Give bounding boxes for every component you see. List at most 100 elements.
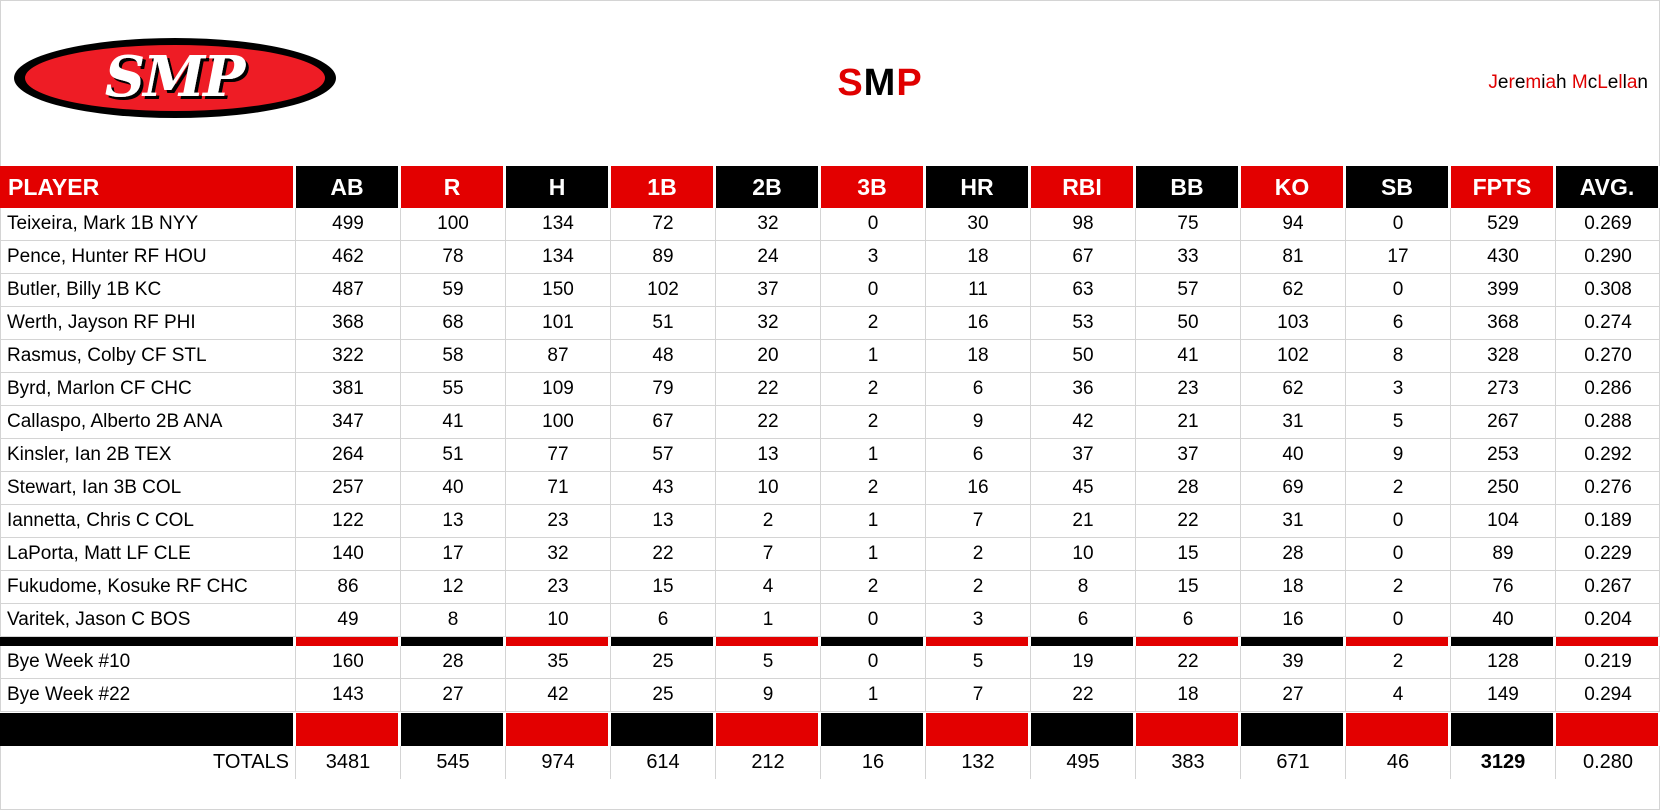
stat-3b: 2 bbox=[821, 373, 926, 406]
divider-segment bbox=[716, 637, 821, 646]
stat-ko: 62 bbox=[1241, 373, 1346, 406]
stat-r: 41 bbox=[401, 406, 506, 439]
stat-ab: 143 bbox=[296, 679, 401, 712]
player-name: Bye Week #10 bbox=[0, 646, 296, 679]
stat-fpts: 89 bbox=[1451, 538, 1556, 571]
stat-rbi: 53 bbox=[1031, 307, 1136, 340]
stat-2b: 7 bbox=[716, 538, 821, 571]
stat-2b: 37 bbox=[716, 274, 821, 307]
stat-bb: 21 bbox=[1136, 406, 1241, 439]
totals-row: TOTALS 3481 545 974 614 212 16 132 495 383 671 46 31… bbox=[0, 746, 1660, 779]
stat-ab: 122 bbox=[296, 505, 401, 538]
table-row: Rasmus, Colby CF STL 322 58 87 48 20 1 18 50 41 10… bbox=[0, 340, 1660, 373]
stat-1b: 79 bbox=[611, 373, 716, 406]
table-row: Butler, Billy 1B KC 487 59 150 102 37 0 11 63 57 6… bbox=[0, 274, 1660, 307]
stat-ab: 86 bbox=[296, 571, 401, 604]
stat-sb: 17 bbox=[1346, 241, 1451, 274]
stat-r: 51 bbox=[401, 439, 506, 472]
author-letter: a bbox=[1545, 72, 1557, 93]
divider-segment bbox=[611, 712, 716, 746]
stat-avg: 0.269 bbox=[1556, 208, 1660, 241]
author-letter: m bbox=[1525, 72, 1542, 93]
stat-1b: 67 bbox=[611, 406, 716, 439]
stat-rbi: 98 bbox=[1031, 208, 1136, 241]
stat-r: 78 bbox=[401, 241, 506, 274]
stat-fpts: 267 bbox=[1451, 406, 1556, 439]
stat-hr: 7 bbox=[926, 679, 1031, 712]
player-name: Stewart, Ian 3B COL bbox=[0, 472, 296, 505]
stat-rbi: 8 bbox=[1031, 571, 1136, 604]
stat-fpts: 273 bbox=[1451, 373, 1556, 406]
divider-segment bbox=[1451, 637, 1556, 646]
stat-hr: 5 bbox=[926, 646, 1031, 679]
stat-bb: 23 bbox=[1136, 373, 1241, 406]
stat-ko: 81 bbox=[1241, 241, 1346, 274]
total-r: 545 bbox=[401, 746, 506, 779]
stat-bb: 41 bbox=[1136, 340, 1241, 373]
author-letter: h bbox=[1556, 72, 1572, 93]
stat-rbi: 6 bbox=[1031, 604, 1136, 637]
stat-hr: 18 bbox=[926, 340, 1031, 373]
stat-3b: 2 bbox=[821, 307, 926, 340]
divider-segment bbox=[0, 712, 296, 746]
stat-avg: 0.267 bbox=[1556, 571, 1660, 604]
total-hr: 132 bbox=[926, 746, 1031, 779]
divider-segment bbox=[296, 712, 401, 746]
divider-segment bbox=[821, 712, 926, 746]
stat-fpts: 104 bbox=[1451, 505, 1556, 538]
stat-sb: 5 bbox=[1346, 406, 1451, 439]
column-header-bb: BB bbox=[1136, 166, 1241, 208]
stat-r: 58 bbox=[401, 340, 506, 373]
stat-3b: 1 bbox=[821, 679, 926, 712]
stat-h: 87 bbox=[506, 340, 611, 373]
stat-3b: 1 bbox=[821, 439, 926, 472]
stat-sb: 0 bbox=[1346, 538, 1451, 571]
divider-segment bbox=[401, 712, 506, 746]
divider-segment bbox=[611, 637, 716, 646]
stat-hr: 18 bbox=[926, 241, 1031, 274]
player-name: Bye Week #22 bbox=[0, 679, 296, 712]
stat-hr: 2 bbox=[926, 538, 1031, 571]
stat-3b: 1 bbox=[821, 340, 926, 373]
stat-r: 12 bbox=[401, 571, 506, 604]
stat-bb: 6 bbox=[1136, 604, 1241, 637]
stat-h: 109 bbox=[506, 373, 611, 406]
column-header-2b: 2B bbox=[716, 166, 821, 208]
stat-sb: 6 bbox=[1346, 307, 1451, 340]
stats-table: PLAYER AB R H 1B 2B 3B HR RBI BB KO SB FPTS AVG. Teixe… bbox=[0, 166, 1660, 779]
stat-sb: 0 bbox=[1346, 208, 1451, 241]
stat-fpts: 529 bbox=[1451, 208, 1556, 241]
stat-avg: 0.204 bbox=[1556, 604, 1660, 637]
stat-3b: 0 bbox=[821, 274, 926, 307]
stat-ko: 18 bbox=[1241, 571, 1346, 604]
stat-sb: 4 bbox=[1346, 679, 1451, 712]
stat-h: 32 bbox=[506, 538, 611, 571]
stat-1b: 25 bbox=[611, 646, 716, 679]
table-row: Bye Week #10 160 28 35 25 5 0 5 19 22 39 2 128 0.219 bbox=[0, 646, 1660, 679]
player-name: Werth, Jayson RF PHI bbox=[0, 307, 296, 340]
stat-rbi: 42 bbox=[1031, 406, 1136, 439]
page-title: SMP bbox=[780, 62, 980, 105]
stat-avg: 0.290 bbox=[1556, 241, 1660, 274]
stat-rbi: 67 bbox=[1031, 241, 1136, 274]
stat-1b: 15 bbox=[611, 571, 716, 604]
divider-segment bbox=[1556, 637, 1660, 646]
stat-bb: 28 bbox=[1136, 472, 1241, 505]
stat-rbi: 36 bbox=[1031, 373, 1136, 406]
stat-1b: 22 bbox=[611, 538, 716, 571]
stat-2b: 13 bbox=[716, 439, 821, 472]
divider-segment bbox=[296, 637, 401, 646]
title-letter: M bbox=[863, 62, 897, 104]
stat-avg: 0.292 bbox=[1556, 439, 1660, 472]
divider-segment bbox=[1241, 712, 1346, 746]
stat-sb: 9 bbox=[1346, 439, 1451, 472]
stat-rbi: 22 bbox=[1031, 679, 1136, 712]
divider-segment bbox=[401, 637, 506, 646]
player-name: Kinsler, Ian 2B TEX bbox=[0, 439, 296, 472]
stat-bb: 15 bbox=[1136, 571, 1241, 604]
stat-3b: 0 bbox=[821, 208, 926, 241]
author-letter: a bbox=[1626, 72, 1638, 93]
stat-hr: 6 bbox=[926, 373, 1031, 406]
player-name: LaPorta, Matt LF CLE bbox=[0, 538, 296, 571]
table-row: Fukudome, Kosuke RF CHC 86 12 23 15 4 2 2 8 15 18 2… bbox=[0, 571, 1660, 604]
